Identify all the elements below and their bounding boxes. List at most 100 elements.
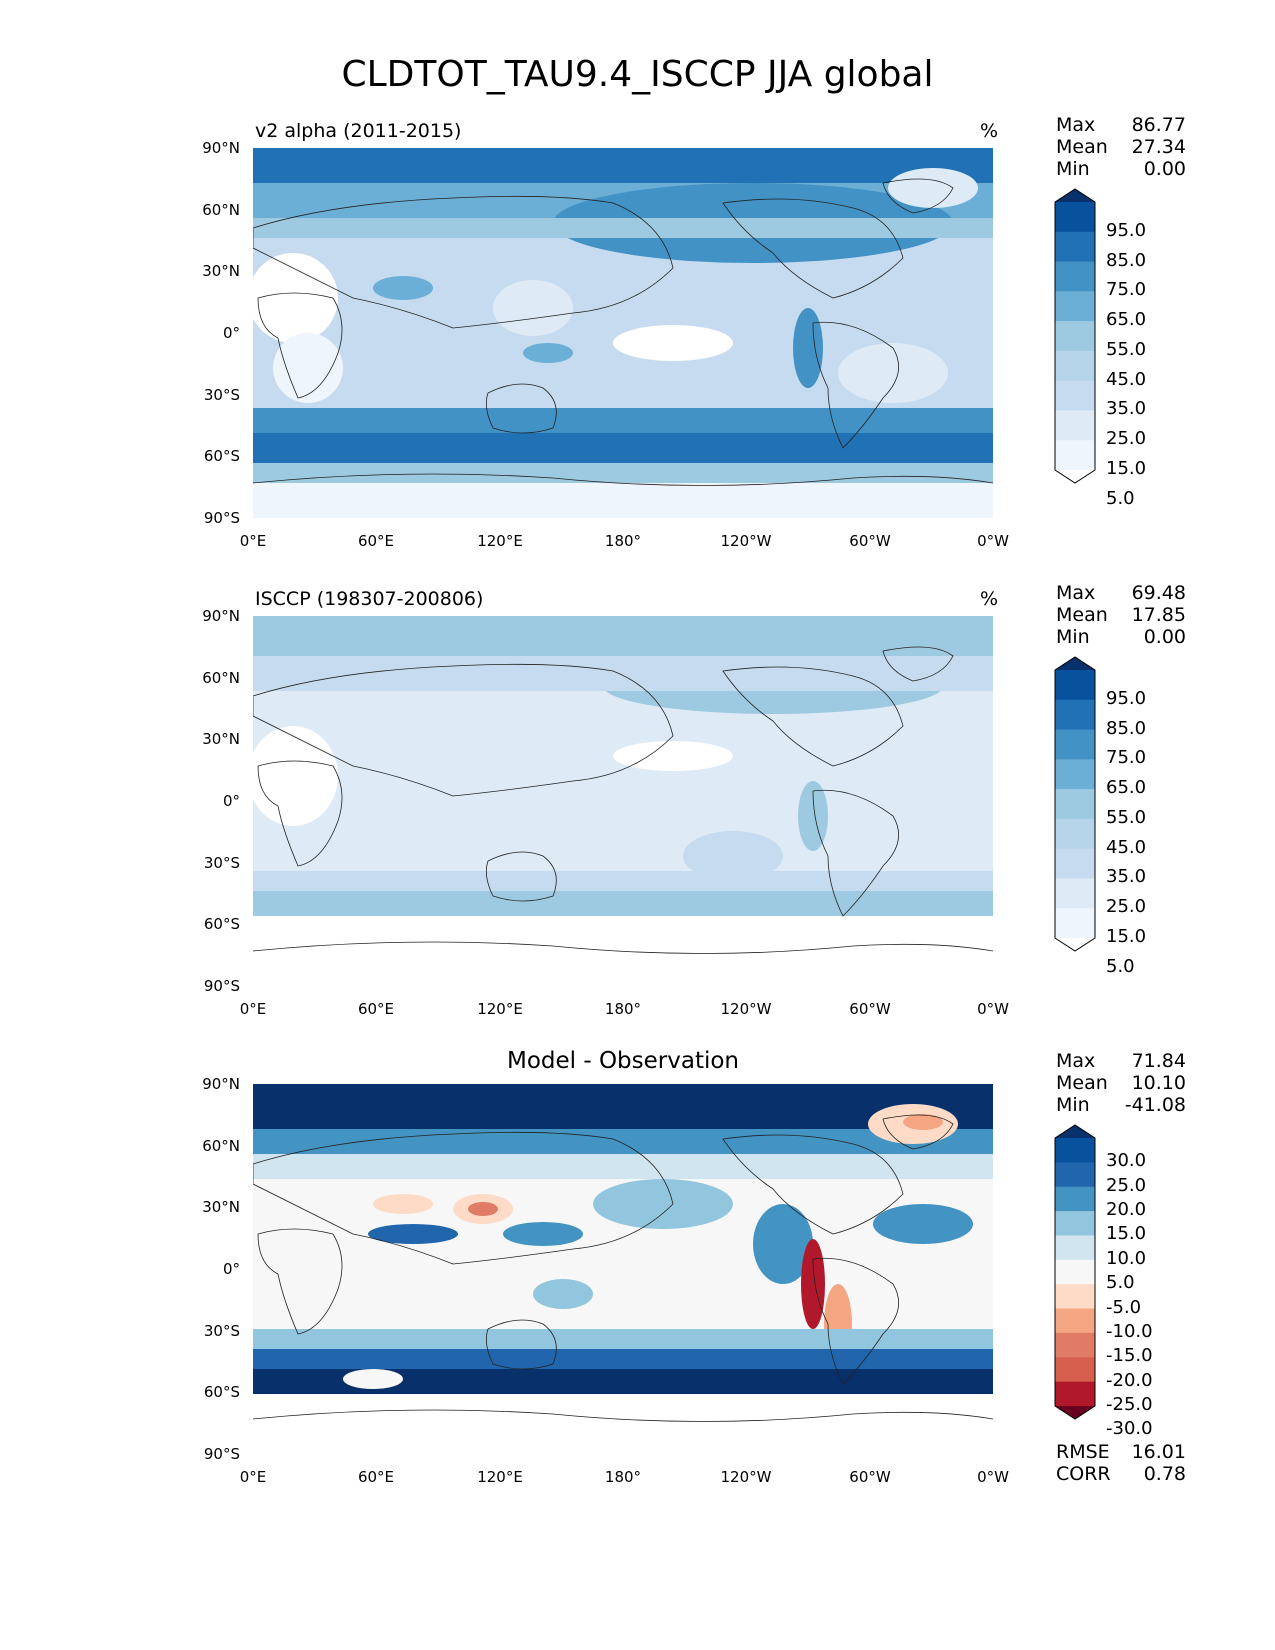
lat-label: 0° [222, 792, 240, 810]
colorbar-extend-top [1055, 1125, 1095, 1138]
lon-label: 60°W [849, 1000, 891, 1018]
colorbar-segment [1055, 1284, 1095, 1310]
colorbar-extend-top [1055, 657, 1095, 670]
metric-label: CORR [1056, 1463, 1111, 1485]
lat-label: 30°N [202, 262, 240, 280]
colorbar-tick-label: 25.0 [1106, 896, 1147, 918]
colorbar-tick-label: 20.0 [1106, 1199, 1147, 1221]
colorbar-tick-label: -25.0 [1106, 1394, 1153, 1415]
stat-label: Max [1056, 1050, 1096, 1072]
panel-title: v2 alpha (2011-2015) [255, 120, 462, 142]
colorbar-segment [1055, 1308, 1095, 1334]
map-difference [253, 1084, 993, 1454]
colorbar-extend-bottom [1055, 938, 1095, 951]
colorbar-tick-label: -10.0 [1106, 1320, 1153, 1342]
lon-label: 0°E [239, 1000, 267, 1018]
colorbar-segment [1055, 1259, 1095, 1285]
lat-label: 60°N [202, 1137, 240, 1155]
colorbar-tick-label: 45.0 [1106, 836, 1147, 858]
colorbar-tick-label: 35.0 [1106, 398, 1147, 420]
colorbar-tick-label: 95.0 [1106, 687, 1147, 709]
colorbar-tick-label: -5.0 [1106, 1296, 1142, 1318]
colorbar-tick-label: 75.0 [1106, 747, 1147, 769]
colorbar-segment [1055, 410, 1095, 441]
colorbar-segment [1055, 350, 1095, 382]
stat-label: Min [1056, 1094, 1090, 1116]
colorbar-tick-label: 25.0 [1106, 1174, 1147, 1196]
stat-label: Mean [1056, 1072, 1108, 1094]
figure-title: CLDTOT_TAU9.4_ISCCP JJA global [341, 54, 934, 95]
lon-label: 120°E [477, 532, 523, 550]
lon-label: 0°W [977, 1000, 1009, 1018]
stat-max: 69.48 [1131, 582, 1186, 604]
lon-label: 0°E [239, 532, 267, 550]
lon-label: 60°W [849, 532, 891, 550]
colorbar-segment [1055, 440, 1095, 471]
colorbar [1054, 656, 1096, 952]
colorbar-tick-label: 55.0 [1106, 806, 1147, 828]
lat-label: 90°S [203, 977, 240, 995]
colorbar-outline [1054, 1124, 1096, 1420]
stat-label: Mean [1056, 604, 1108, 626]
colorbar-segment [1055, 1162, 1095, 1188]
stat-label: Mean [1056, 136, 1108, 158]
stat-min: 0.00 [1143, 626, 1186, 648]
colorbar-tick-label: 65.0 [1106, 777, 1147, 799]
lon-label: 60°W [849, 1468, 891, 1486]
colorbar-segment [1055, 231, 1095, 263]
lon-label: 60°E [357, 532, 395, 550]
lon-label: 120°E [477, 1000, 523, 1018]
metric-corr: 0.78 [1143, 1463, 1186, 1485]
lat-label: 30°S [203, 1322, 240, 1340]
lat-label: 0° [222, 1260, 240, 1278]
colorbar-tick-label: 5.0 [1106, 1272, 1135, 1294]
colorbar-tick-label: 15.0 [1106, 458, 1147, 479]
colorbar-tick-label: -20.0 [1106, 1369, 1153, 1391]
colorbar-tick-label: -30.0 [1106, 1418, 1153, 1440]
lat-label: 60°N [202, 669, 240, 687]
colorbar-segment [1055, 699, 1095, 731]
map-model [253, 148, 993, 518]
colorbar-tick-label: 95.0 [1106, 219, 1147, 241]
colorbar-segment [1055, 1211, 1095, 1236]
map-observation [253, 616, 993, 986]
colorbar-segment [1055, 380, 1095, 411]
colorbar-tick-label: 85.0 [1106, 249, 1147, 271]
stat-max: 86.77 [1131, 114, 1186, 136]
units-label: % [980, 588, 999, 610]
lon-label: 120°E [477, 1468, 523, 1486]
colorbar-extend-bottom [1055, 470, 1095, 483]
colorbar-tick-label: 45.0 [1106, 368, 1147, 390]
metric-label: RMSE [1056, 1441, 1110, 1463]
stat-mean: 17.85 [1131, 604, 1186, 626]
panel-title: Model - Observation [506, 1048, 740, 1074]
colorbar-tick-label: 15.0 [1106, 1223, 1147, 1245]
lat-label: 90°N [202, 139, 240, 157]
colorbar-outline [1054, 188, 1096, 484]
lat-label: 90°S [203, 1445, 240, 1463]
metrics-box: RMSE 16.01 CORR 0.78 [1056, 1441, 1186, 1485]
colorbar-segment [1055, 818, 1095, 850]
colorbar-extend-bottom [1055, 1406, 1095, 1419]
lon-label: 60°E [357, 1468, 395, 1486]
stat-label: Max [1056, 582, 1096, 604]
units-label: % [980, 120, 999, 142]
stats-box: Max 69.48 Mean 17.85 Min 0.00 [1056, 582, 1186, 648]
colorbar-segment [1055, 291, 1095, 322]
stat-label: Min [1056, 158, 1090, 180]
lon-label: 180° [604, 1468, 642, 1486]
colorbar-segment [1055, 759, 1095, 790]
colorbar-outline [1054, 656, 1096, 952]
colorbar-segment [1055, 878, 1095, 909]
lat-label: 60°S [203, 1383, 240, 1401]
colorbar-extend-top [1055, 189, 1095, 202]
colorbar-tick-label: 5.0 [1106, 487, 1135, 509]
stat-min: -41.08 [1124, 1094, 1186, 1116]
colorbar-tick-label: 35.0 [1106, 866, 1147, 888]
colorbar-segment [1055, 1235, 1095, 1261]
colorbar-tick-label: 75.0 [1106, 279, 1147, 301]
lat-label: 60°S [203, 447, 240, 465]
lon-label: 0°W [977, 1468, 1009, 1486]
stat-mean: 27.34 [1131, 136, 1186, 158]
panel-title: ISCCP (198307-200806) [255, 588, 484, 610]
